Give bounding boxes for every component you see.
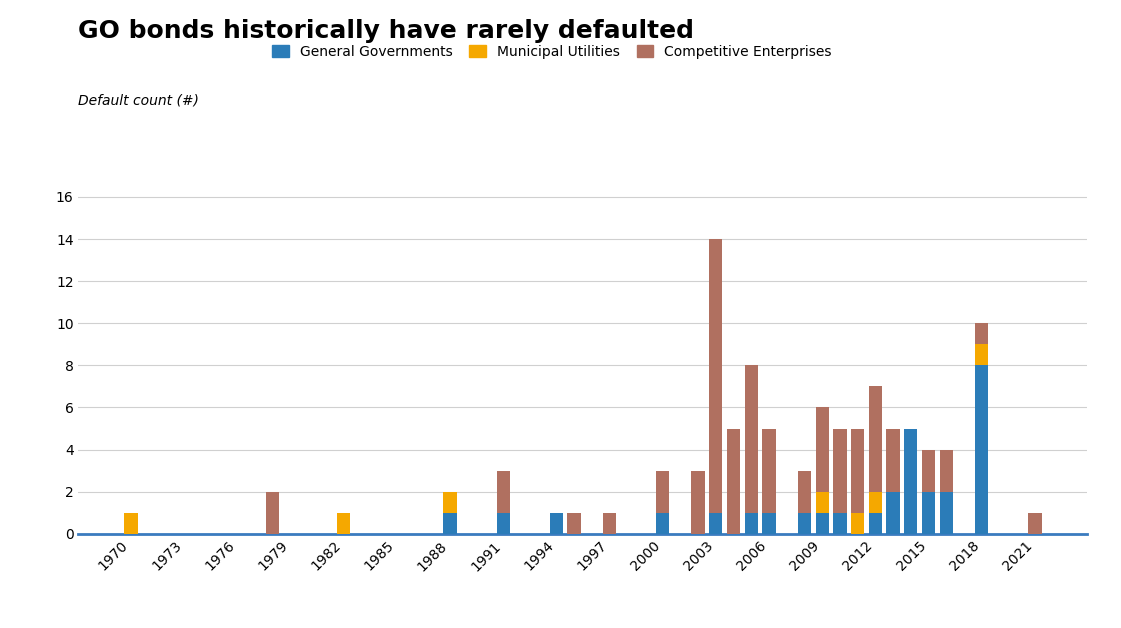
Bar [905,428,917,534]
Bar [798,512,812,534]
Bar [266,492,279,534]
Bar [656,512,669,534]
Bar [549,512,563,534]
Bar [921,450,935,492]
Bar [869,386,882,492]
Bar [887,428,900,492]
Bar [443,512,456,534]
Bar [816,512,828,534]
Text: Default count (#): Default count (#) [78,94,200,107]
Bar [975,344,989,365]
Bar [124,512,138,534]
Bar [798,470,812,512]
Bar [692,470,705,534]
Bar [603,512,617,534]
Bar [1028,512,1041,534]
Bar [443,492,456,512]
Bar [816,492,828,512]
Bar [497,512,510,534]
Bar [869,492,882,512]
Bar [939,492,953,534]
Bar [939,450,953,492]
Bar [762,512,776,534]
Bar [869,512,882,534]
Bar [710,239,723,512]
Bar [656,470,669,512]
Bar [851,428,864,512]
Bar [726,428,740,534]
Bar [833,428,846,512]
Legend: General Governments, Municipal Utilities, Competitive Enterprises: General Governments, Municipal Utilities… [272,45,832,59]
Bar [567,512,581,534]
Bar [921,492,935,534]
Bar [975,365,989,534]
Bar [816,408,828,492]
Bar [337,512,350,534]
Bar [744,512,758,534]
Bar [497,470,510,512]
Text: GO bonds historically have rarely defaulted: GO bonds historically have rarely defaul… [78,19,695,43]
Bar [762,428,776,512]
Bar [744,365,758,512]
Bar [887,492,900,534]
Bar [833,512,846,534]
Bar [975,323,989,344]
Bar [851,512,864,534]
Bar [710,512,723,534]
